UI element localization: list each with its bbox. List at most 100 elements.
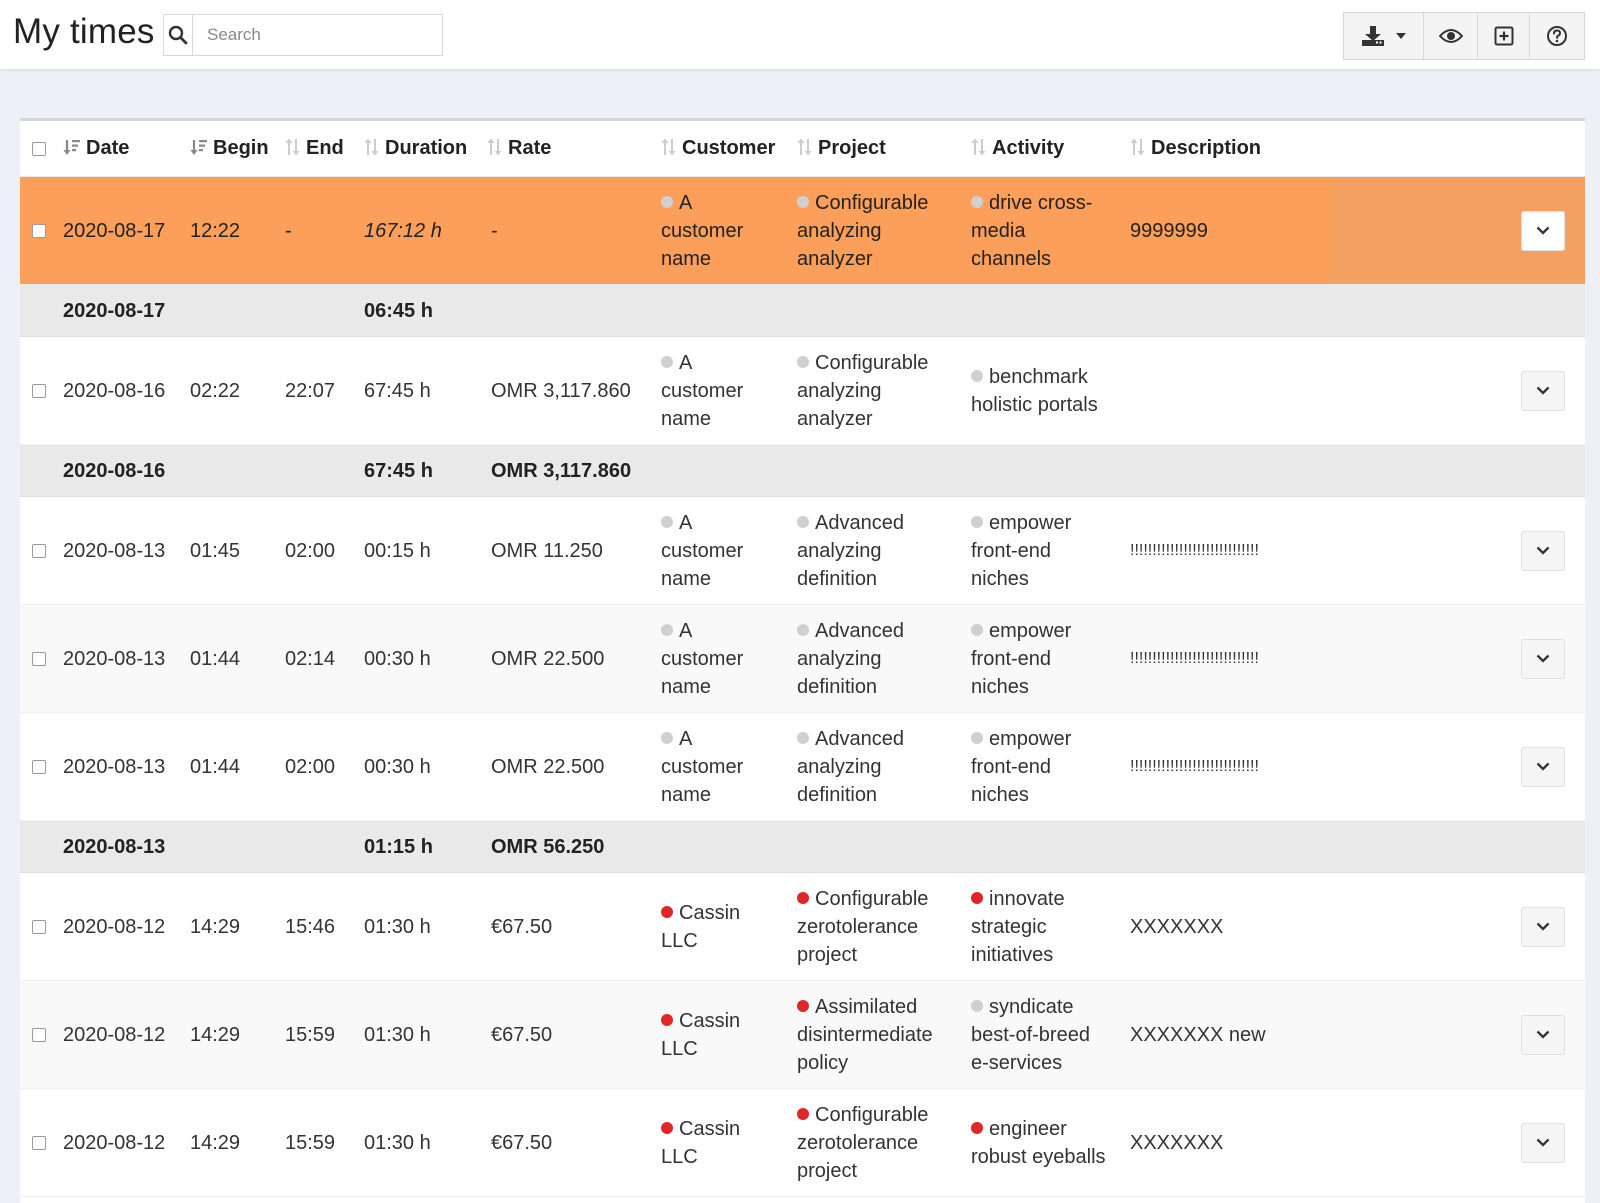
row-checkbox[interactable] <box>32 652 46 667</box>
column-label-customer: Customer <box>682 137 776 159</box>
activity-color-dot <box>971 623 983 636</box>
customer-line-1: Cassin <box>679 1117 741 1140</box>
column-header-customer[interactable]: Customer <box>661 121 797 177</box>
row-actions-button[interactable] <box>1521 530 1565 571</box>
table-row: 2020-08-13 01:44 02:14 00:30 h OMR 22.50… <box>20 604 1585 713</box>
eye-button[interactable] <box>1424 13 1478 59</box>
help-button[interactable] <box>1530 13 1584 59</box>
column-header-begin[interactable]: Begin <box>190 121 285 177</box>
cell-end: 02:00 <box>285 712 364 821</box>
row-actions-button[interactable] <box>1521 638 1565 679</box>
search-group <box>163 14 443 56</box>
table-row: 2020-08-13 01:45 02:00 00:15 h OMR 11.25… <box>20 496 1585 605</box>
cell-actions <box>1330 712 1585 821</box>
cell-activity: empower front-end niches <box>971 712 1130 821</box>
cell-description <box>1130 336 1330 445</box>
row-actions-button[interactable] <box>1521 1122 1565 1163</box>
column-header-project[interactable]: Project <box>797 121 971 177</box>
chevron-down-icon <box>1536 1138 1550 1147</box>
row-checkbox[interactable] <box>32 384 46 399</box>
cell-date: 2020-08-17 <box>63 176 190 285</box>
row-checkbox[interactable] <box>32 224 46 239</box>
row-checkbox[interactable] <box>32 760 46 775</box>
activity-line-3: niches <box>971 567 1029 590</box>
customer-line-1: A <box>679 191 693 214</box>
cell-rate: €67.50 <box>487 872 661 981</box>
project-line-1: Configurable <box>815 887 929 910</box>
column-label-project: Project <box>818 137 886 159</box>
column-header-description[interactable]: Description <box>1130 121 1330 177</box>
project-line-2: analyzing <box>797 219 882 242</box>
row-select-cell <box>20 336 63 445</box>
cell-activity: empower front-end niches <box>971 496 1130 605</box>
cell-actions <box>1330 496 1585 605</box>
activity-color-dot <box>971 195 983 208</box>
cell-project: Advanced analyzing definition <box>797 604 971 713</box>
cell-customer: Cassin LLC <box>661 1088 797 1197</box>
row-select-cell <box>20 604 63 713</box>
search-button[interactable] <box>164 15 193 55</box>
cell-end: 15:59 <box>285 980 364 1089</box>
activity-line-2: strategic <box>971 915 1047 938</box>
activity-line-2: holistic portals <box>971 393 1098 416</box>
column-header-end[interactable]: End <box>285 121 364 177</box>
row-actions-button[interactable] <box>1521 370 1565 411</box>
summary-row: 2020-08-13 01:15 h OMR 56.250 <box>20 820 1585 873</box>
cell-begin: 14:29 <box>190 1088 285 1197</box>
column-header-duration[interactable]: Duration <box>364 121 487 177</box>
cell-begin: 01:44 <box>190 604 285 713</box>
customer-line-1: Cassin <box>679 901 741 924</box>
row-actions-button[interactable] <box>1521 906 1565 947</box>
column-header-activity[interactable]: Activity <box>971 121 1130 177</box>
cell-date: 2020-08-16 <box>63 336 190 445</box>
customer-line-2: LLC <box>661 929 698 952</box>
caret-down-icon <box>1395 33 1406 39</box>
activity-line-3: initiatives <box>971 943 1054 966</box>
select-all-checkbox[interactable] <box>32 141 46 156</box>
customer-line-2: LLC <box>661 1037 698 1060</box>
sort-both-icon <box>364 138 379 156</box>
column-header-rate[interactable]: Rate <box>487 121 661 177</box>
sort-both-icon <box>285 138 300 156</box>
row-actions-button[interactable] <box>1521 746 1565 787</box>
row-checkbox[interactable] <box>32 544 46 559</box>
search-icon <box>168 25 188 45</box>
project-color-dot <box>797 623 809 636</box>
cell-rate: €67.50 <box>487 980 661 1089</box>
row-checkbox[interactable] <box>32 1136 46 1151</box>
project-color-dot <box>797 999 809 1012</box>
customer-line-2: customer <box>661 219 744 242</box>
add-button[interactable] <box>1478 13 1530 59</box>
cell-duration: 01:30 h <box>364 980 487 1089</box>
row-select-cell <box>20 872 63 981</box>
project-line-1: Configurable <box>815 191 929 214</box>
activity-line-1: syndicate <box>989 995 1074 1018</box>
summary-rate <box>487 284 797 337</box>
download-button[interactable] <box>1344 13 1424 59</box>
activity-line-1: engineer <box>989 1117 1067 1140</box>
cell-rate: OMR 22.500 <box>487 712 661 821</box>
row-actions-button[interactable] <box>1521 210 1565 251</box>
column-header-date[interactable]: Date <box>63 121 190 177</box>
cell-date: 2020-08-12 <box>63 872 190 981</box>
cell-begin: 14:29 <box>190 980 285 1089</box>
sort-both-icon <box>971 138 986 156</box>
cell-actions <box>1330 872 1585 981</box>
project-color-dot <box>797 195 809 208</box>
row-checkbox[interactable] <box>32 920 46 935</box>
search-input[interactable] <box>193 15 442 55</box>
row-checkbox[interactable] <box>32 1028 46 1043</box>
project-color-dot <box>797 1107 809 1120</box>
project-line-3: definition <box>797 675 878 698</box>
cell-end: 22:07 <box>285 336 364 445</box>
activity-line-1: innovate <box>989 887 1065 910</box>
sort-both-icon <box>661 138 676 156</box>
cell-description: XXXXXXX <box>1130 872 1330 981</box>
customer-line-2: customer <box>661 379 744 402</box>
select-all-cell <box>20 121 63 177</box>
row-actions-button[interactable] <box>1521 1014 1565 1055</box>
